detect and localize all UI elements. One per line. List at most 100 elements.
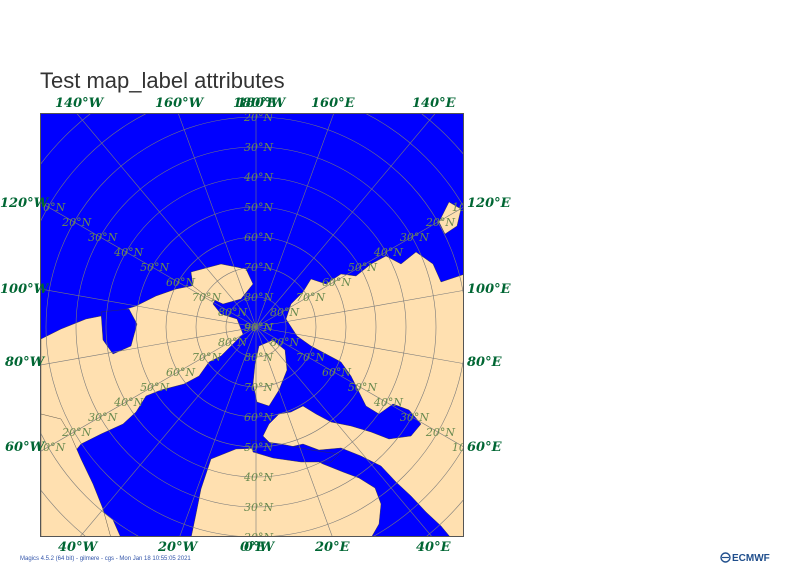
meridian-line: [255, 290, 463, 328]
bottom-label-40e: 40°E: [416, 540, 451, 555]
map-title: Test map_label attributes: [40, 68, 285, 93]
latitude-label: 70°N: [192, 291, 221, 304]
meridian-line: [41, 326, 257, 452]
japan-land: [438, 201, 462, 235]
latitude-label: 10°N: [452, 201, 464, 214]
latitude-label: 30°N: [88, 231, 117, 244]
latitude-labels-layer: 20°N 30°N 40°N 50°N 60°N 70°N 80°N 90°N 20°N 30°N…: [41, 114, 464, 537]
left-label-80w: 80°W: [5, 355, 45, 370]
meridian-line: [41, 202, 257, 328]
meridian-line: [41, 326, 257, 366]
latitude-label: 70°N: [244, 381, 273, 394]
meridian-line: [178, 114, 257, 328]
top-label-140e: 140°E: [412, 96, 456, 111]
eurasia-land: [262, 251, 463, 536]
latitude-label: 90°N: [244, 321, 273, 334]
latitude-label: 80°N: [244, 351, 273, 364]
latitude-label: 80°N: [244, 291, 273, 304]
top-label-160w: 160°W: [155, 96, 204, 111]
latitude-label: 30°N: [244, 141, 273, 154]
latitude-label: 50°N: [244, 201, 273, 214]
mediterranean-sea: [250, 439, 340, 463]
latitude-label: 30°N: [400, 231, 429, 244]
latitude-label: 40°N: [373, 396, 403, 409]
meridian-line: [41, 288, 257, 328]
hudson-bay-sea: [100, 308, 138, 355]
right-label-100e: 100°E: [467, 282, 511, 297]
ecmwf-logo-text: ECMWF: [732, 553, 770, 564]
top-label-180w: 180°W: [237, 96, 286, 111]
graticule-layer: [41, 114, 463, 536]
top-label-180e: 180°E: [233, 96, 277, 111]
latitude-label: 60°N: [322, 276, 351, 289]
magics-footer: Magics 4.5.2 (64 bit) - gilmere - cgs - …: [20, 556, 191, 562]
latitude-label: 70°N: [192, 351, 221, 364]
south-america-land: [41, 413, 111, 536]
latitude-label: 10°N: [41, 201, 66, 214]
top-label-140w: 140°W: [55, 96, 104, 111]
latitude-label: 50°N: [140, 261, 169, 274]
latitude-label: 60°N: [244, 231, 273, 244]
latitude-label: 80°N: [218, 336, 247, 349]
polar-map: 20°N 30°N 40°N 50°N 60°N 70°N 80°N 90°N 20°N 30°N…: [40, 113, 464, 537]
ecmwf-logo-icon: [720, 552, 731, 563]
latitude-label: 40°N: [113, 246, 143, 259]
latitude-label: 70°N: [244, 261, 273, 274]
left-label-120w: 120°W: [0, 196, 49, 211]
meridian-line: [255, 114, 436, 328]
meridian-line: [255, 207, 463, 328]
latitude-label: 50°N: [348, 261, 377, 274]
bottom-label-40w: 40°W: [58, 540, 98, 555]
left-label-100w: 100°W: [0, 282, 49, 297]
latitude-label: 40°N: [243, 171, 273, 184]
meridian-line: [255, 326, 432, 536]
latitude-label: 80°N: [270, 306, 299, 319]
latitude-label: 60°N: [244, 411, 273, 424]
latitude-label: 20°N: [425, 426, 455, 439]
top-label-160e: 160°E: [311, 96, 355, 111]
latitude-label: 90°N: [244, 321, 273, 334]
latitude-label: 90°N: [244, 321, 273, 334]
left-label-60w: 60°W: [5, 440, 45, 455]
latitude-label: 70°N: [296, 351, 325, 364]
bottom-label-0e: 0°E: [240, 540, 266, 555]
bottom-label-0w: 0°W: [244, 540, 275, 555]
greenland-land: [190, 263, 254, 305]
right-label-120e: 120°E: [467, 196, 511, 211]
latitude-label: 40°N: [373, 246, 403, 259]
latitude-label: 90°N: [244, 321, 273, 334]
latitude-label: 30°N: [244, 501, 273, 514]
right-label-60e: 60°E: [467, 440, 502, 455]
latitude-label: 90°N: [244, 321, 273, 334]
latitude-label: 70°N: [296, 291, 325, 304]
map-canvas: 20°N 30°N 40°N 50°N 60°N 70°N 80°N 90°N 20°N 30°N…: [41, 114, 464, 537]
meridian-line: [255, 326, 463, 364]
latitude-label: 30°N: [400, 411, 429, 424]
latitude-label: 10°N: [452, 441, 464, 454]
meridian-line: [255, 326, 463, 447]
latitude-label: 20°N: [61, 216, 91, 229]
bottom-label-20e: 20°E: [315, 540, 350, 555]
ecmwf-logo: ECMWF: [720, 552, 770, 564]
latitude-label: 60°N: [166, 366, 195, 379]
latitude-label: 50°N: [140, 381, 169, 394]
latitude-label: 90°N: [244, 321, 273, 334]
meridian-line: [255, 326, 333, 536]
bottom-label-20w: 20°W: [158, 540, 198, 555]
latitude-label: 10°N: [41, 441, 66, 454]
latitude-label: 60°N: [166, 276, 195, 289]
latitude-label: 50°N: [348, 381, 377, 394]
latitude-label: 80°N: [218, 306, 247, 319]
latitude-label: 20°N: [243, 114, 273, 124]
latitude-label: 20°N: [243, 531, 273, 537]
meridian-line: [179, 326, 257, 536]
latitude-label: 80°N: [270, 336, 299, 349]
latitude-label: 50°N: [244, 441, 273, 454]
meridian-line: [76, 114, 257, 328]
meridian-line: [255, 114, 334, 328]
meridian-line: [80, 326, 257, 536]
latitude-label: 20°N: [61, 426, 91, 439]
latitude-label: 20°N: [425, 216, 455, 229]
latitude-label: 60°N: [322, 366, 351, 379]
right-label-80e: 80°E: [467, 355, 502, 370]
